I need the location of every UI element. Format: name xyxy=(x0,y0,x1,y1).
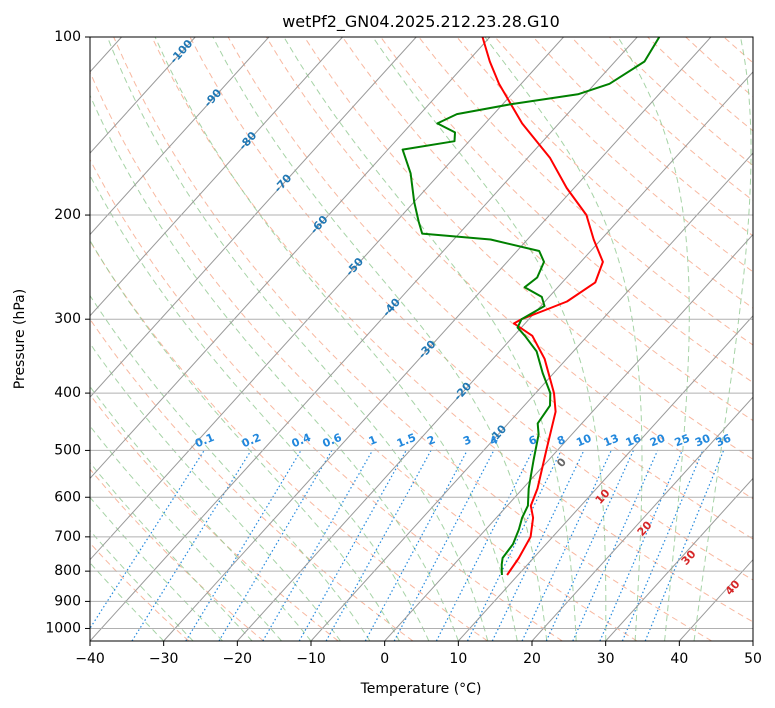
x-axis: −40 −30 −20 −10 0 10 20 30 40 50 xyxy=(75,641,762,667)
mixing-ratio-line xyxy=(185,450,302,641)
y-tick-label: 700 xyxy=(54,529,81,545)
x-tick-label: −30 xyxy=(149,651,179,667)
isotherm-line xyxy=(90,37,564,561)
x-tick-label: 30 xyxy=(597,651,615,667)
x-tick-label: −10 xyxy=(296,651,326,667)
moist-adiabat-line xyxy=(617,37,690,641)
chart-title: wetPf2_GN04.2025.212.23.28.G10 xyxy=(282,12,560,32)
pressure-grid xyxy=(90,37,753,629)
mixing-ratio-line xyxy=(131,450,252,641)
x-tick-label: 20 xyxy=(523,651,541,667)
mixing-ratio-label: 25 xyxy=(673,432,692,450)
moist-adiabat-line xyxy=(154,37,518,641)
y-axis: 100 200 300 400 500 600 700 800 900 1000 xyxy=(45,29,90,636)
dewpoint-line xyxy=(401,37,661,576)
dry-adiabat-line xyxy=(227,37,753,540)
isotherm-line xyxy=(90,37,417,398)
x-tick-label: 50 xyxy=(744,651,762,667)
y-tick-label: 300 xyxy=(54,311,81,327)
isotherm-line xyxy=(605,477,753,641)
y-tick-label: 800 xyxy=(54,563,81,579)
background-lines xyxy=(90,37,753,641)
mixing-ratio-line xyxy=(466,450,562,641)
moist-adiabat-line xyxy=(90,239,400,641)
isotherm-line xyxy=(90,37,270,236)
x-tick-label: −20 xyxy=(223,651,253,667)
mixing-ratio-line xyxy=(572,450,659,641)
dry-adiabat-line xyxy=(456,37,753,309)
dry-adiabat-line xyxy=(418,37,753,346)
mixing-ratio-label: 13 xyxy=(602,432,621,450)
mixing-ratio-label: 3 xyxy=(461,433,473,448)
mixing-ratio-line xyxy=(491,450,585,641)
moist-adiabat-line xyxy=(106,37,489,641)
dry-adiabat-line xyxy=(90,542,190,641)
x-tick-label: 0 xyxy=(380,651,389,667)
mixing-ratio-label: 16 xyxy=(624,432,643,450)
x-tick-label: 10 xyxy=(449,651,467,667)
isotherm-line xyxy=(310,152,753,641)
dry-adiabat-line xyxy=(189,37,753,581)
mixing-ratio-line xyxy=(298,450,407,641)
mixing-ratio-line xyxy=(599,450,683,641)
isotherm-line xyxy=(90,37,196,154)
mixing-ratio-label: 30 xyxy=(693,432,712,450)
moist-adiabat-line xyxy=(212,37,548,641)
moist-adiabat-line xyxy=(90,174,430,641)
moist-adiabat-line xyxy=(283,37,577,641)
y-axis-label: Pressure (hPa) xyxy=(12,289,28,389)
mixing-ratio-line xyxy=(364,450,468,641)
mixing-ratio-line xyxy=(325,450,432,641)
moist-adiabat-line xyxy=(372,37,607,641)
y-tick-label: 500 xyxy=(54,442,81,458)
isotherm-line xyxy=(384,233,753,641)
isotherm-line xyxy=(236,71,753,641)
isotherm-line xyxy=(163,37,712,641)
dry-adiabat-line xyxy=(90,240,488,641)
x-axis-label: Temperature (°C) xyxy=(360,681,482,697)
mixing-ratio-label: 36 xyxy=(714,432,733,450)
dry-adiabat-line xyxy=(151,37,753,623)
x-tick-label: 40 xyxy=(670,651,688,667)
isotherm-line xyxy=(90,37,638,641)
y-tick-label: 600 xyxy=(54,489,81,505)
mixing-ratio-line xyxy=(90,450,205,630)
moist-adiabat-line xyxy=(693,37,752,641)
moist-adiabat-line xyxy=(90,342,341,641)
dry-adiabat-line xyxy=(113,37,712,641)
plot-frame xyxy=(89,36,754,642)
isotherm-line xyxy=(457,315,753,641)
mixing-ratio-line xyxy=(262,450,374,641)
mixing-ratio-label: 20 xyxy=(648,432,667,450)
mixing-ratio-label: 8 xyxy=(555,433,567,448)
moist-adiabat-line xyxy=(90,461,253,641)
isotherm-line xyxy=(90,37,491,480)
mixing-ratio-line xyxy=(621,450,704,641)
moist-adiabat-line xyxy=(90,294,371,641)
y-tick-label: 1000 xyxy=(45,620,81,636)
mixing-ratio-line xyxy=(521,450,612,641)
mixing-ratio-label: 2 xyxy=(425,433,437,448)
isotherm-line xyxy=(531,396,753,641)
moist-adiabat-line xyxy=(90,94,459,641)
y-tick-label: 400 xyxy=(54,385,81,401)
dry-adiabat-line xyxy=(90,158,563,641)
mixing-ratio-label: 10 xyxy=(574,432,593,450)
y-tick-label: 200 xyxy=(54,207,81,223)
x-tick-label: −40 xyxy=(75,651,105,667)
dry-adiabat-line xyxy=(90,468,264,641)
mixing-ratio-line xyxy=(218,450,333,641)
y-tick-label: 900 xyxy=(54,593,81,609)
profiles xyxy=(401,37,661,576)
isotherm-line xyxy=(90,37,343,317)
mixing-ratio-line xyxy=(545,450,634,641)
y-tick-label: 100 xyxy=(54,29,81,45)
plot-background xyxy=(90,37,753,641)
dry-adiabat-line xyxy=(90,393,339,641)
mixing-ratio-label: 1 xyxy=(367,433,379,448)
